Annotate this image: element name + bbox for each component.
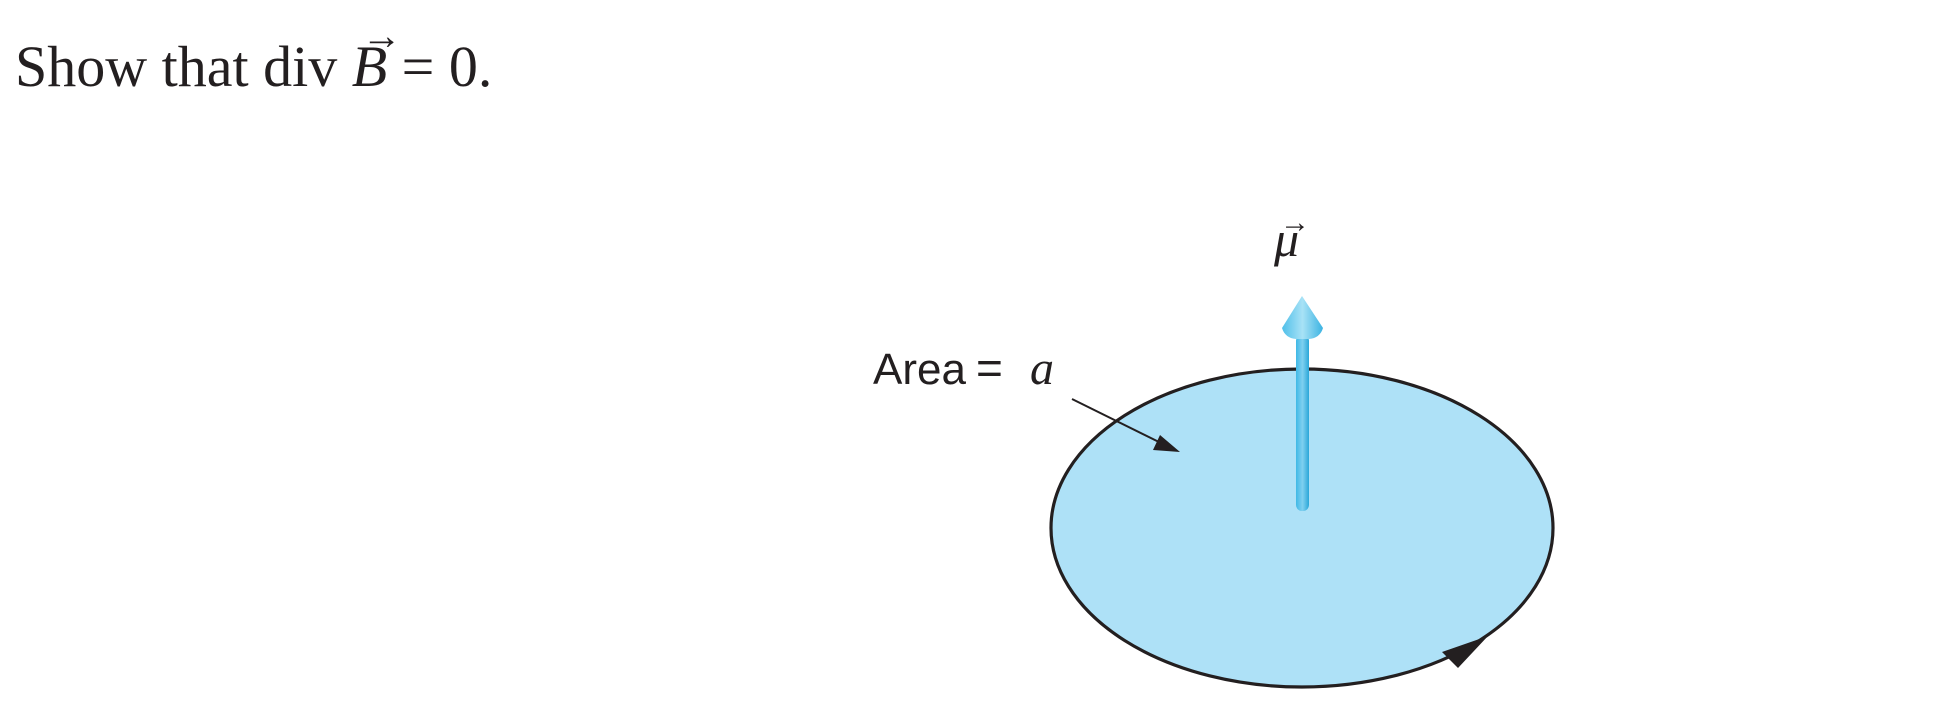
vector-b: B → bbox=[352, 16, 402, 96]
area-variable: a bbox=[1030, 342, 1054, 395]
current-direction-arrowhead-icon bbox=[1442, 636, 1488, 668]
vector-b-letter: B bbox=[351, 34, 388, 99]
problem-prefix: Show that div bbox=[15, 34, 352, 99]
area-label: Area bbox=[873, 345, 966, 394]
vector-b-arrow-icon: → bbox=[361, 13, 402, 58]
area-pointer-line-icon bbox=[1071, 398, 1164, 445]
problem-statement: Show that div B → = 0. bbox=[15, 16, 492, 96]
moment-label: μ bbox=[1273, 211, 1299, 267]
area-pointer-arrowhead-icon bbox=[1153, 435, 1180, 452]
magnetic-moment-shaft-icon bbox=[1296, 335, 1309, 511]
magnetic-moment-arrowhead-icon bbox=[1282, 296, 1323, 339]
moment-vector-arrow-icon: → bbox=[1280, 206, 1310, 239]
problem-suffix: = 0. bbox=[387, 34, 493, 99]
area-word: Area bbox=[873, 345, 966, 394]
area-equals: = bbox=[976, 342, 1003, 394]
